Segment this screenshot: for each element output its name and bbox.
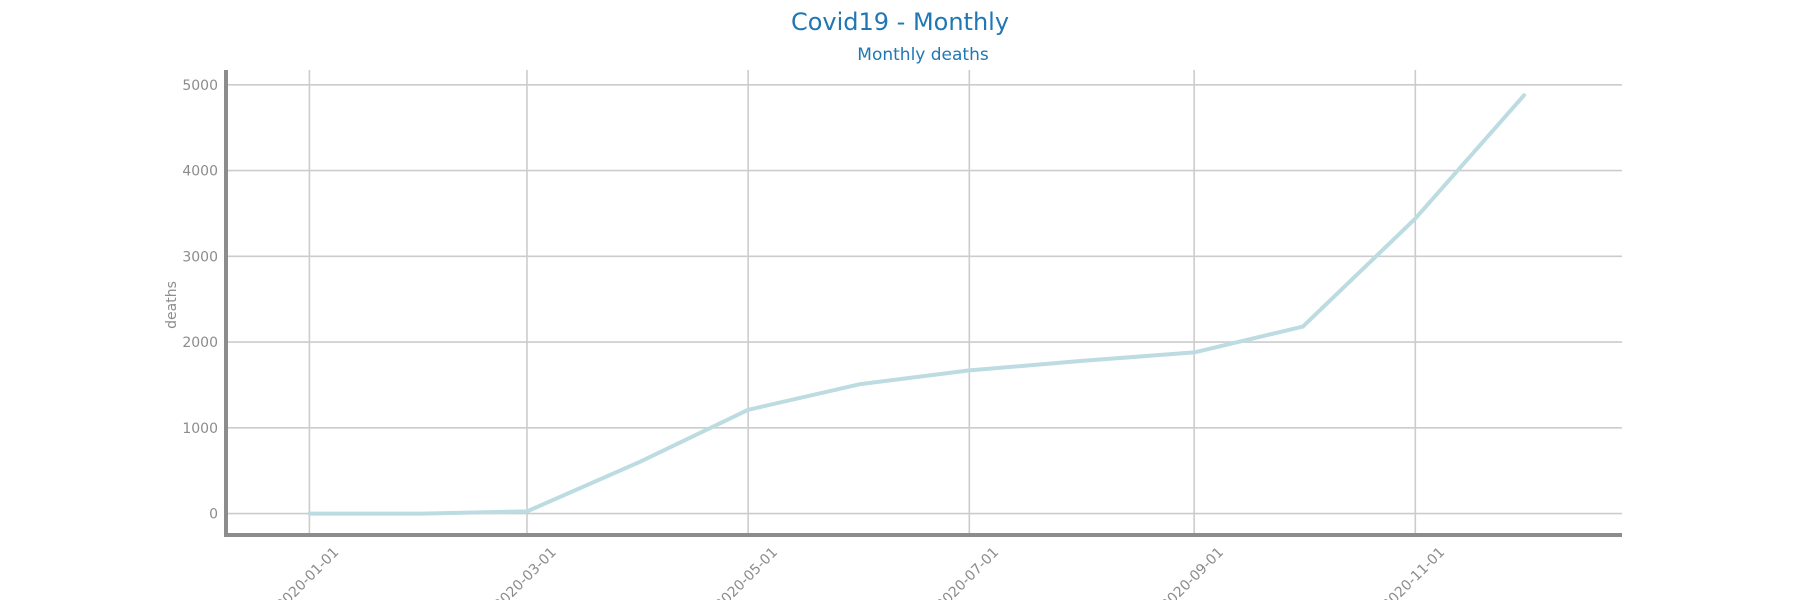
y-tick-label: 1000 xyxy=(182,421,218,437)
y-axis-label: deaths xyxy=(164,281,180,329)
x-tick-label: 2020-07-01 xyxy=(933,545,1002,600)
y-tick-label: 3000 xyxy=(182,249,218,265)
x-tick-label: 2020-03-01 xyxy=(491,545,560,600)
x-tick-label: 2020-11-01 xyxy=(1379,545,1448,600)
series-line xyxy=(307,93,1527,516)
y-tick-label: 2000 xyxy=(182,335,218,351)
series-layer xyxy=(307,93,1527,516)
y-tick-label: 0 xyxy=(209,507,218,523)
grid xyxy=(226,70,1622,535)
chart-title: Covid19 - Monthly xyxy=(791,8,1009,36)
x-tick-label: 2020-01-01 xyxy=(273,545,342,600)
y-tick-label: 4000 xyxy=(182,164,218,180)
axes xyxy=(224,70,1622,537)
x-tick-label: 2020-09-01 xyxy=(1158,545,1227,600)
y-tick-label: 5000 xyxy=(182,78,218,94)
chart-subtitle: Monthly deaths xyxy=(857,45,989,65)
x-tick-label: 2020-05-01 xyxy=(712,545,781,600)
